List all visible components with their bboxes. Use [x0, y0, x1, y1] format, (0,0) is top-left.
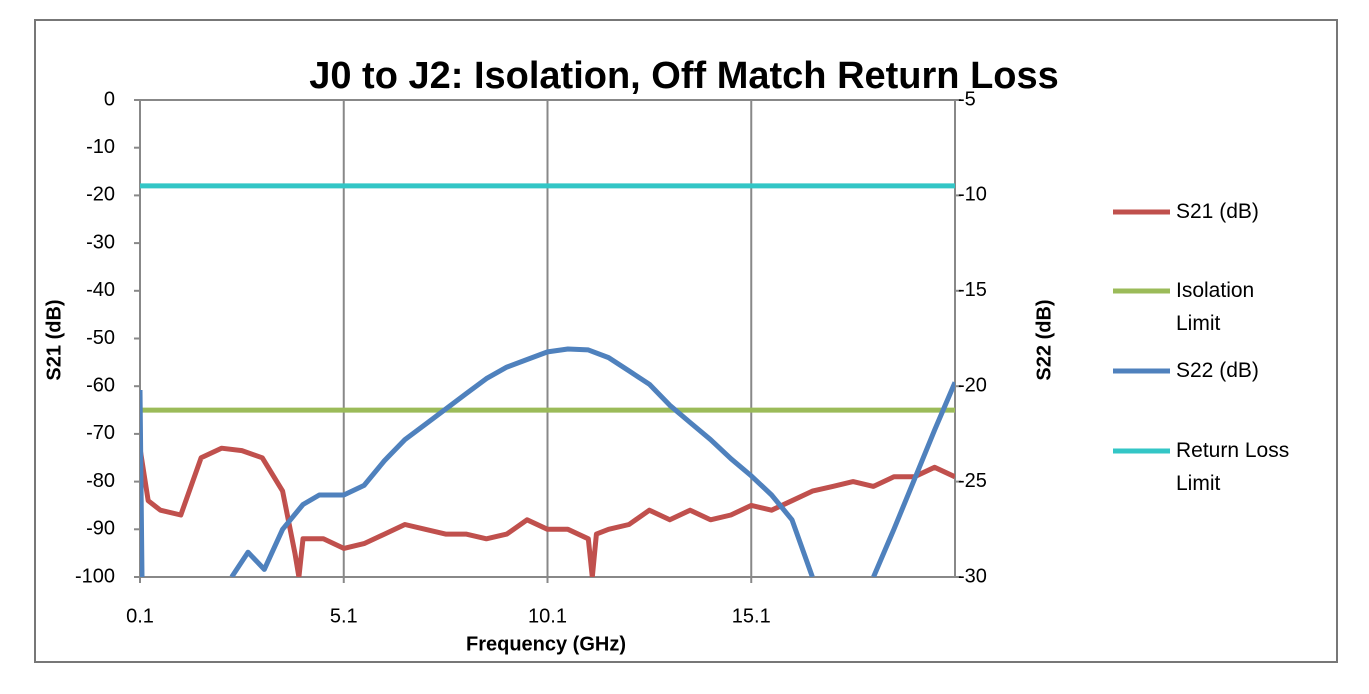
y-tick-label: -100 [75, 565, 115, 587]
y-tick-label: -50 [86, 327, 115, 349]
y-tick-label: -70 [86, 422, 115, 444]
legend-label: Isolation Limit [1176, 279, 1255, 335]
y2-tick-label: -20 [958, 374, 987, 396]
y-axis-title: S21 (dB) [43, 299, 65, 380]
series-line [140, 346, 955, 577]
chart-border [34, 19, 1338, 663]
y-tick-label: -90 [86, 518, 115, 540]
y2-tick-label: -10 [958, 184, 987, 206]
y-tick-label: -20 [86, 184, 115, 206]
y2-tick-label: -25 [958, 470, 987, 492]
y2-tick-label: -5 [958, 88, 976, 110]
x-tick-label: 5.1 [330, 605, 358, 627]
y2-tick-label: -30 [958, 565, 987, 587]
legend-label: S21 (dB) [1176, 200, 1259, 223]
y2-tick-label: -15 [958, 279, 987, 301]
y-tick-label: 0 [104, 88, 115, 110]
legend-label: S22 (dB) [1176, 359, 1259, 382]
y2-axis-title: S22 (dB) [1033, 299, 1055, 380]
y-tick-label: -30 [86, 231, 115, 253]
chart-title: J0 to J2: Isolation, Off Match Return Lo… [309, 55, 1059, 97]
y-tick-label: -10 [86, 136, 115, 158]
x-tick-label: 15.1 [732, 605, 771, 627]
y-tick-label: -60 [86, 374, 115, 396]
x-tick-label: 0.1 [126, 605, 154, 627]
y-tick-label: -80 [86, 470, 115, 492]
plot-lines [140, 183, 955, 577]
x-tick-label: 10.1 [528, 605, 567, 627]
y-tick-label: -40 [86, 279, 115, 301]
x-axis-title: Frequency (GHz) [466, 633, 626, 655]
legend-label: Return Loss Limit [1176, 439, 1290, 495]
series-line [140, 445, 955, 577]
